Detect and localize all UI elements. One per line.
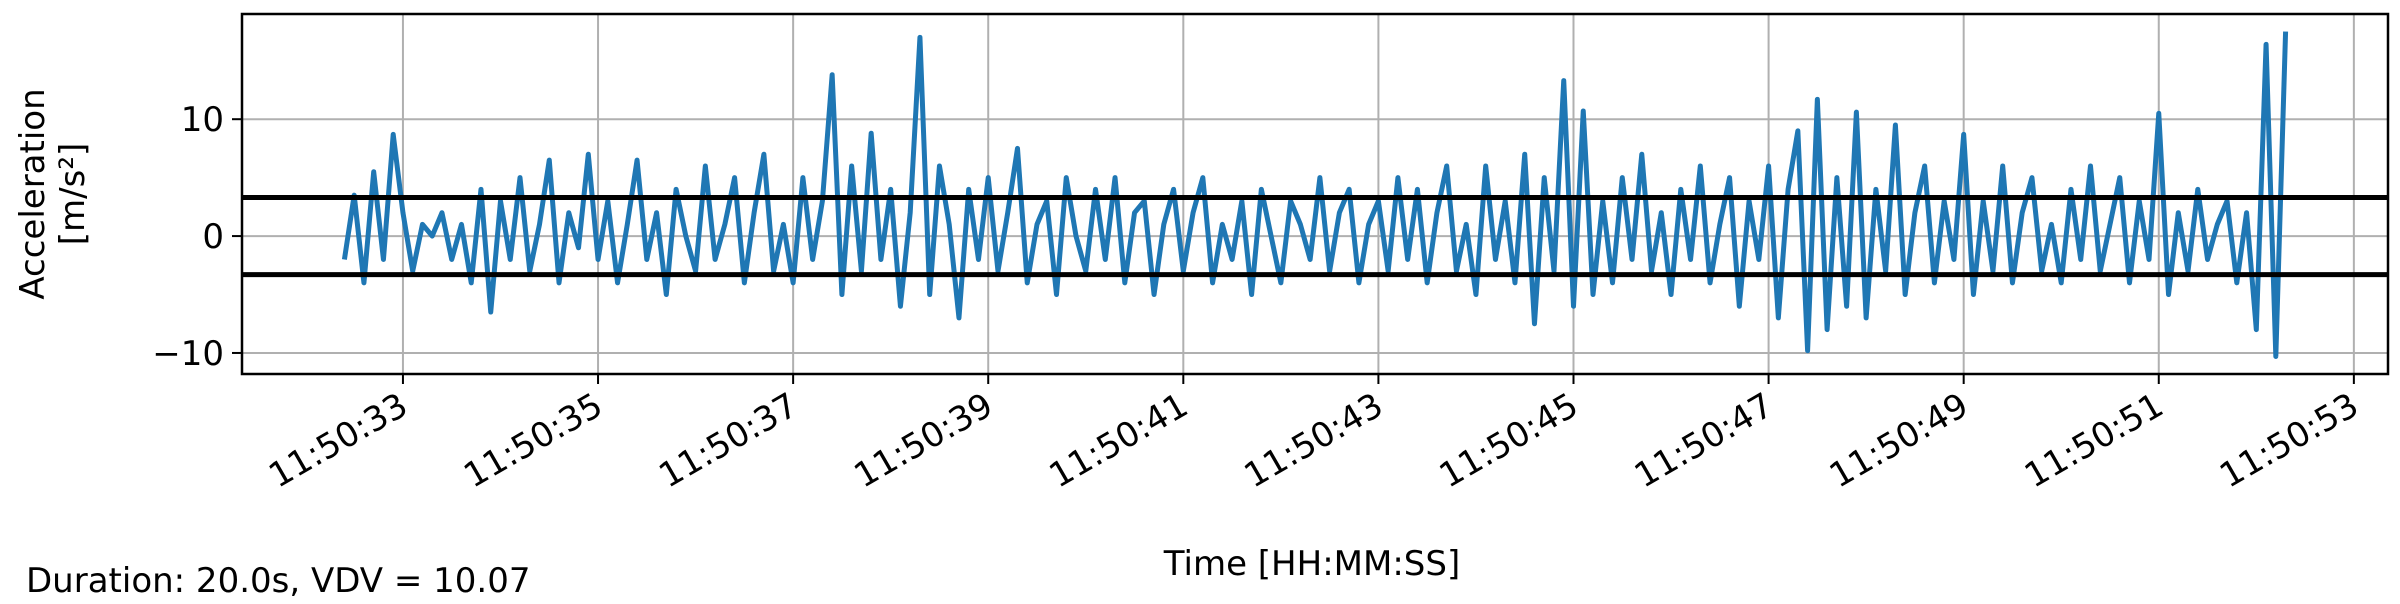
x-tick-label: 11:50:53 — [2213, 385, 2365, 496]
x-axis-label: Time [HH:MM:SS] — [1163, 544, 1460, 584]
x-tick-label: 11:50:49 — [1823, 385, 1975, 496]
y-tick-label: 10 — [181, 100, 224, 140]
y-axis-label: Acceleration — [13, 88, 53, 299]
annotation: Duration: 20.0s, VDV = 10.07 — [26, 561, 531, 600]
x-tick-label: 11:50:39 — [847, 385, 999, 496]
x-tick-label: 11:50:43 — [1238, 385, 1390, 496]
data-line — [341, 31, 2289, 359]
x-tick-label: 11:50:51 — [2018, 385, 2170, 496]
x-tick-label: 11:50:35 — [457, 385, 609, 496]
y-tick-label: 0 — [202, 217, 224, 257]
plot-frame — [240, 12, 2390, 376]
x-tick-label: 11:50:37 — [652, 385, 804, 496]
x-tick-label: 11:50:41 — [1043, 385, 1195, 496]
x-tick-label: 11:50:47 — [1628, 385, 1780, 496]
y-axis-label: [m/s²] — [53, 143, 93, 245]
x-tick-label: 11:50:45 — [1433, 385, 1585, 496]
y-tick-label: −10 — [152, 334, 224, 374]
x-tick-label: 11:50:33 — [262, 385, 414, 496]
